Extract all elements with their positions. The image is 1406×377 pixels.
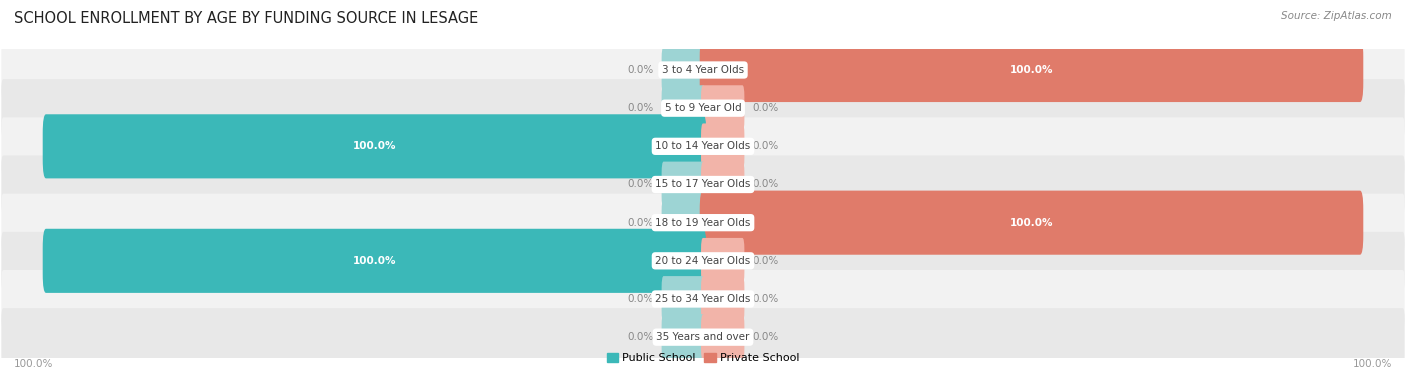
FancyBboxPatch shape: [662, 314, 704, 360]
FancyBboxPatch shape: [702, 314, 744, 360]
Text: 20 to 24 Year Olds: 20 to 24 Year Olds: [655, 256, 751, 266]
Text: 0.0%: 0.0%: [627, 218, 654, 228]
FancyBboxPatch shape: [42, 114, 706, 178]
Text: 0.0%: 0.0%: [752, 103, 779, 113]
Text: 0.0%: 0.0%: [627, 103, 654, 113]
Text: 0.0%: 0.0%: [627, 332, 654, 342]
Text: 18 to 19 Year Olds: 18 to 19 Year Olds: [655, 218, 751, 228]
FancyBboxPatch shape: [1, 308, 1405, 366]
Legend: Public School, Private School: Public School, Private School: [602, 349, 804, 368]
Text: 100.0%: 100.0%: [1010, 218, 1053, 228]
FancyBboxPatch shape: [1, 270, 1405, 328]
FancyBboxPatch shape: [702, 162, 744, 207]
Text: SCHOOL ENROLLMENT BY AGE BY FUNDING SOURCE IN LESAGE: SCHOOL ENROLLMENT BY AGE BY FUNDING SOUR…: [14, 11, 478, 26]
Text: 0.0%: 0.0%: [627, 179, 654, 190]
Text: 100.0%: 100.0%: [1353, 359, 1392, 369]
Text: 10 to 14 Year Olds: 10 to 14 Year Olds: [655, 141, 751, 151]
Text: 25 to 34 Year Olds: 25 to 34 Year Olds: [655, 294, 751, 304]
FancyBboxPatch shape: [662, 85, 704, 131]
FancyBboxPatch shape: [702, 238, 744, 284]
Text: 5 to 9 Year Old: 5 to 9 Year Old: [665, 103, 741, 113]
Text: 3 to 4 Year Olds: 3 to 4 Year Olds: [662, 65, 744, 75]
Text: 100.0%: 100.0%: [1010, 65, 1053, 75]
FancyBboxPatch shape: [1, 79, 1405, 137]
Text: 0.0%: 0.0%: [627, 294, 654, 304]
FancyBboxPatch shape: [1, 155, 1405, 213]
FancyBboxPatch shape: [662, 162, 704, 207]
FancyBboxPatch shape: [702, 85, 744, 131]
FancyBboxPatch shape: [700, 38, 1364, 102]
Text: 15 to 17 Year Olds: 15 to 17 Year Olds: [655, 179, 751, 190]
Text: 100.0%: 100.0%: [14, 359, 53, 369]
FancyBboxPatch shape: [662, 47, 704, 93]
FancyBboxPatch shape: [1, 117, 1405, 175]
FancyBboxPatch shape: [702, 276, 744, 322]
Text: 100.0%: 100.0%: [353, 141, 396, 151]
FancyBboxPatch shape: [662, 276, 704, 322]
FancyBboxPatch shape: [662, 200, 704, 245]
Text: 35 Years and over: 35 Years and over: [657, 332, 749, 342]
FancyBboxPatch shape: [1, 232, 1405, 290]
Text: 0.0%: 0.0%: [752, 256, 779, 266]
Text: 0.0%: 0.0%: [752, 179, 779, 190]
Text: 0.0%: 0.0%: [627, 65, 654, 75]
FancyBboxPatch shape: [42, 229, 706, 293]
FancyBboxPatch shape: [702, 123, 744, 169]
Text: Source: ZipAtlas.com: Source: ZipAtlas.com: [1281, 11, 1392, 21]
FancyBboxPatch shape: [700, 191, 1364, 255]
FancyBboxPatch shape: [1, 41, 1405, 99]
Text: 0.0%: 0.0%: [752, 332, 779, 342]
Text: 100.0%: 100.0%: [353, 256, 396, 266]
Text: 0.0%: 0.0%: [752, 294, 779, 304]
Text: 0.0%: 0.0%: [752, 141, 779, 151]
FancyBboxPatch shape: [1, 194, 1405, 252]
